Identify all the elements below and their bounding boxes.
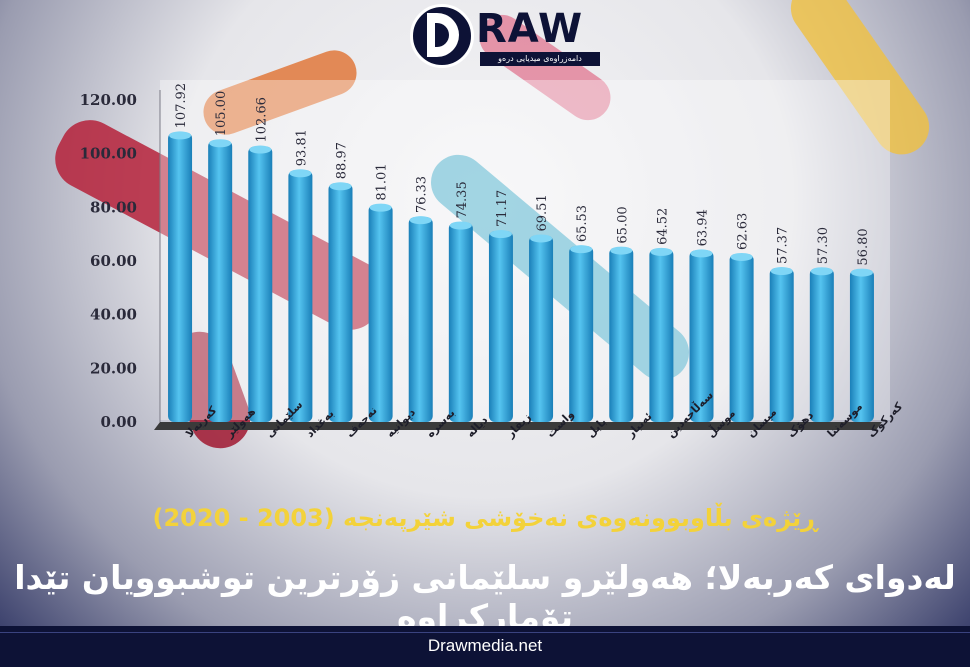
value-label: 76.33 [415,176,430,213]
value-label: 71.17 [495,190,510,227]
value-label: 69.51 [535,194,550,231]
bar-cap [329,182,352,191]
bar [328,183,353,422]
value-label: 93.81 [294,129,309,166]
bar-cap [409,216,432,225]
bar [208,140,233,422]
bar-cap [449,221,472,230]
y-tick-label: 80.00 [90,198,137,216]
bar-cap [289,169,312,178]
value-label: 62.63 [736,213,751,250]
value-label: 64.52 [655,208,670,245]
value-label: 102.66 [254,97,269,143]
bar-cap [610,246,633,255]
bar [849,269,874,422]
bar [408,217,433,422]
value-label: 57.37 [776,227,791,264]
bar [168,132,193,422]
bar-cap [850,268,873,277]
value-label: 57.30 [816,227,831,264]
bar-cap [209,139,232,148]
logo-d-icon [410,4,474,68]
bar-cap [650,247,673,256]
bar [488,231,513,422]
bar [368,204,393,422]
logo-wordmark: RAW [476,6,584,52]
bar-cap [690,249,713,258]
bar [769,268,794,422]
website-link[interactable]: Drawmedia.net [427,636,543,655]
value-label: 107.92 [174,83,189,129]
value-label: 56.80 [856,228,871,265]
logo-tagline: دامەزراوەی میدیایی درەو [480,52,600,66]
bar [609,247,634,422]
bar-cap [770,267,793,276]
bar-cap [369,203,392,212]
bar [448,222,473,422]
bar-cap [249,145,272,154]
value-label: 105.00 [214,91,229,137]
plot-area [160,80,890,420]
value-label: 63.94 [696,209,711,246]
bar-cap [730,252,753,261]
bar [729,253,754,422]
y-tick-label: 0.00 [100,413,137,431]
value-label: 65.53 [575,205,590,242]
value-label: 81.01 [375,163,390,200]
y-tick-label: 120.00 [80,91,137,109]
y-tick-label: 40.00 [90,306,137,324]
bar-cap [530,234,553,243]
bar [649,248,674,422]
x-axis-floor [154,422,882,430]
value-label: 74.35 [455,181,470,218]
bar [529,235,554,422]
bar-cap [169,131,192,140]
bar-cap [570,245,593,254]
bar [288,170,313,422]
y-tick-label: 100.00 [80,145,137,163]
value-label: 65.00 [615,206,630,243]
bar [689,250,714,422]
draw-logo: RAW دامەزراوەی میدیایی درەو [410,4,610,72]
y-tick-label: 20.00 [90,359,137,377]
bar [809,268,834,422]
headline: لەدوای کەربەلا؛ هەولێرو سلێمانی زۆرترین … [14,558,956,636]
chart-subtitle: ڕێژەی بڵاوبوونەوەی نەخۆشی شێرپەنجە (2003… [152,504,818,532]
bar-cap [489,230,512,239]
bar-cap [810,267,833,276]
y-tick-label: 60.00 [90,252,137,270]
bar [248,146,273,423]
footer-divider [0,632,970,633]
bar [569,246,594,422]
value-label: 88.97 [335,142,350,179]
